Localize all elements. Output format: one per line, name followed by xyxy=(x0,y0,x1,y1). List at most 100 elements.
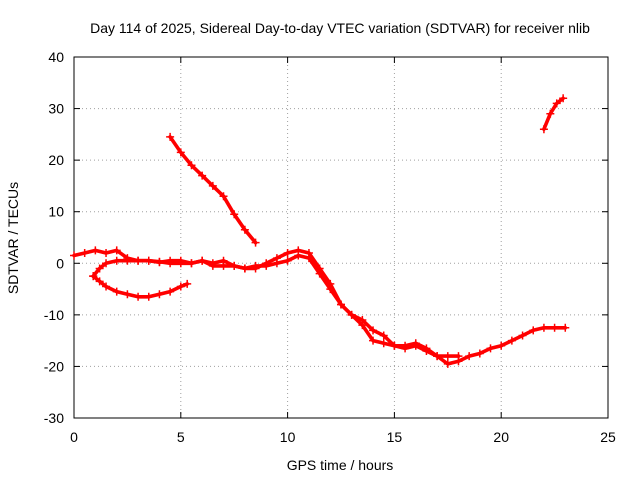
data-point xyxy=(390,341,399,350)
data-point xyxy=(95,277,104,286)
series-sat-b xyxy=(89,251,570,368)
data-point xyxy=(486,344,495,353)
series-sat-e xyxy=(539,94,568,134)
data-point xyxy=(112,287,121,296)
x-tick-labels: 0 5 10 15 20 25 xyxy=(70,429,616,445)
data-point xyxy=(315,269,324,278)
data-point xyxy=(176,148,185,157)
plot-frame xyxy=(73,56,609,419)
data-point xyxy=(208,181,217,190)
data-point xyxy=(112,256,121,265)
data-point xyxy=(240,225,249,234)
data-point xyxy=(70,251,78,260)
data-point xyxy=(102,248,111,257)
data-point xyxy=(144,292,153,301)
data-point xyxy=(240,264,249,273)
y-tick-label: 40 xyxy=(48,49,64,65)
axis-ticks xyxy=(73,56,609,419)
data-point xyxy=(208,259,217,268)
data-point xyxy=(102,259,111,268)
data-point xyxy=(198,171,207,180)
data-point xyxy=(294,251,303,260)
data-point xyxy=(251,238,260,247)
y-axis-label: SDTVAR / TECUs xyxy=(5,182,21,294)
y-tick-label: 0 xyxy=(56,255,64,271)
data-point xyxy=(80,248,89,257)
series-sat-d xyxy=(166,132,260,247)
chart-title: Day 114 of 2025, Sidereal Day-to-day VTE… xyxy=(90,20,590,36)
y-tick-label: -10 xyxy=(44,307,64,323)
x-axis-label: GPS time / hours xyxy=(287,457,394,473)
data-point xyxy=(219,256,228,265)
data-point xyxy=(443,359,452,368)
data-point xyxy=(134,256,143,265)
data-point xyxy=(155,258,164,267)
data-point xyxy=(230,210,239,219)
data-point xyxy=(546,109,555,118)
y-tick-label: 30 xyxy=(48,101,64,117)
data-point xyxy=(187,161,196,170)
data-point xyxy=(401,344,410,353)
data-point xyxy=(134,292,143,301)
data-point xyxy=(91,246,100,255)
data-point xyxy=(230,261,239,270)
y-tick-label: -20 xyxy=(44,358,64,374)
data-point xyxy=(166,256,175,265)
data-point xyxy=(183,279,192,288)
data-point xyxy=(518,331,527,340)
x-tick-label: 20 xyxy=(493,429,509,445)
data-point xyxy=(326,285,335,294)
data-point xyxy=(187,259,196,268)
data-point xyxy=(358,316,367,325)
data-point xyxy=(166,287,175,296)
data-point xyxy=(369,326,378,335)
data-point xyxy=(465,352,474,361)
x-tick-label: 25 xyxy=(600,429,616,445)
data-point xyxy=(219,192,228,201)
data-point xyxy=(262,261,271,270)
x-tick-label: 0 xyxy=(70,429,78,445)
x-tick-label: 15 xyxy=(387,429,403,445)
y-tick-label: -30 xyxy=(44,410,64,426)
data-point xyxy=(347,310,356,319)
data-point xyxy=(507,336,516,345)
data-point xyxy=(529,326,538,335)
data-point xyxy=(539,323,548,332)
data-point xyxy=(497,341,506,350)
data-point xyxy=(454,357,463,366)
data-point xyxy=(552,99,561,108)
data-point xyxy=(176,282,185,291)
data-point xyxy=(102,282,111,291)
data-point xyxy=(369,336,378,345)
data-point xyxy=(166,132,175,141)
y-tick-label: 20 xyxy=(48,152,64,168)
data-point xyxy=(539,125,548,134)
series-line xyxy=(542,96,565,131)
series-sat-c xyxy=(89,272,192,301)
data-point xyxy=(283,256,292,265)
data-point xyxy=(144,256,153,265)
data-point xyxy=(379,331,388,340)
data-point xyxy=(379,339,388,348)
data-point xyxy=(337,300,345,309)
series-line xyxy=(91,253,568,366)
data-point xyxy=(95,264,104,273)
data-point xyxy=(89,272,98,281)
data-point xyxy=(123,290,132,299)
data-point xyxy=(304,254,313,263)
data-point xyxy=(443,352,452,361)
data-point xyxy=(112,246,121,255)
data-point xyxy=(176,256,185,265)
data-point xyxy=(433,352,442,361)
data-point xyxy=(559,94,568,103)
data-point xyxy=(123,256,132,265)
data-point xyxy=(561,323,570,332)
x-tick-label: 10 xyxy=(280,429,296,445)
data-point xyxy=(198,256,207,265)
data-point xyxy=(475,349,484,358)
data-point xyxy=(155,290,164,299)
data-point xyxy=(272,259,281,268)
data-point xyxy=(411,341,420,350)
